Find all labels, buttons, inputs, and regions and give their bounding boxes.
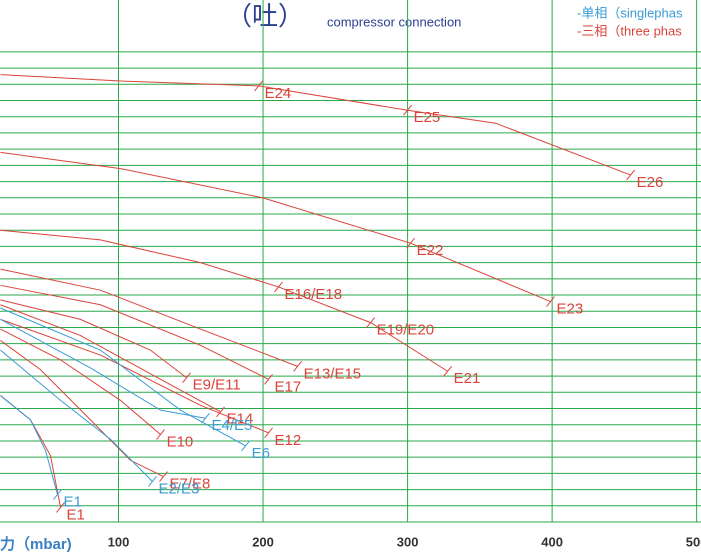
end-tick [264,427,273,439]
curve-label: E9/E11 [193,377,241,394]
end-tick [241,440,250,452]
end-tick [201,412,210,424]
x-tick-label: 100 [108,534,130,549]
curve-label: E12 [275,432,302,449]
curve [370,322,448,372]
x-axis-label: 力（mbar) [0,535,72,553]
curve [0,268,298,367]
curve [278,286,371,324]
curve-label: E22 [417,242,444,259]
legend-entry: -三相（three phas [577,23,682,38]
end-tick [293,361,302,372]
end-tick [159,471,168,482]
curve-label: E16/E18 [285,286,343,303]
curve [0,395,62,508]
end-tick [443,365,453,377]
curve-label: E13/E15 [304,365,362,382]
x-tick-label: 300 [397,534,419,549]
curve [0,349,153,482]
x-tick-label: 500 [686,534,701,549]
curve [0,304,221,413]
curve [0,318,206,419]
curve-label: E6 [252,445,270,462]
curve-label: E2/E3 [158,480,199,497]
x-tick-label: 400 [541,534,563,549]
curve-label: E7/E8 [169,476,210,493]
end-tick [53,489,62,500]
end-tick [148,476,157,487]
curve [0,318,269,434]
curve-label: E24 [265,85,292,102]
end-tick [56,502,65,513]
curve [0,229,279,288]
curve [0,299,187,379]
curve [0,307,246,447]
curve-label: E25 [414,109,441,126]
curve-label: E1 [64,493,82,510]
curve-label: E21 [454,370,481,387]
curve-label: E4/E5 [212,417,253,434]
curve [258,85,408,111]
curve-label: E1 [67,506,85,523]
end-tick [626,169,636,181]
curve-label: E10 [167,433,194,450]
end-tick [182,372,191,384]
chart-title: （吐） [226,2,304,32]
curve [0,328,161,435]
curve-label: E19/E20 [377,322,435,339]
curve-label: E17 [275,378,302,395]
end-tick [264,374,273,385]
end-tick [216,406,225,418]
curve [0,395,59,495]
curve [410,242,551,302]
curve [0,284,269,380]
curve [407,109,631,176]
curve [0,74,259,87]
curve [0,340,164,478]
end-tick [156,429,165,440]
curve-label: E23 [557,300,584,317]
legend-entry: -单相（singlephas [577,5,683,20]
chart-subtitle: compressor connection [327,14,461,29]
end-tick [546,296,555,307]
curve [0,151,411,244]
curve-label: E26 [637,174,664,191]
x-tick-label: 200 [252,534,274,549]
